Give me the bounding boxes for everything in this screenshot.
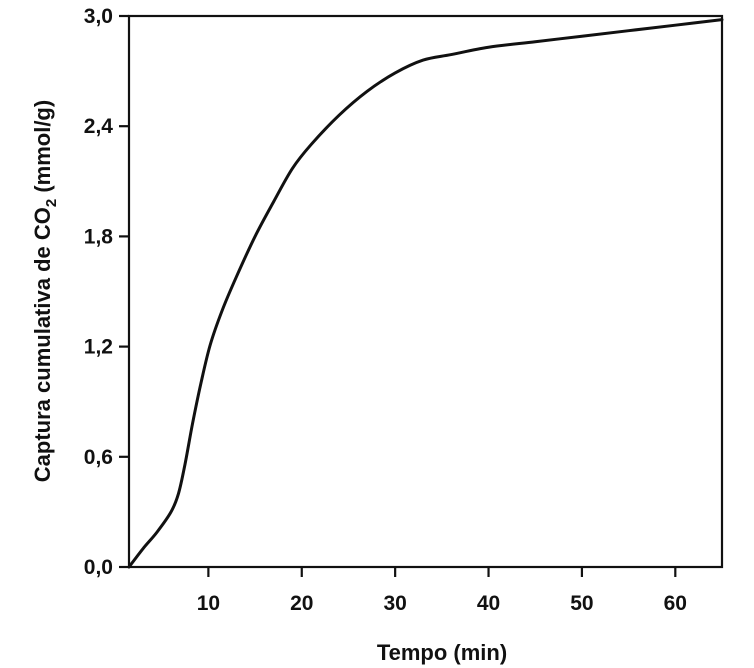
y-axis-title-prefix: Captura cumulativa de CO [30, 207, 55, 482]
x-axis-title: Tempo (min) [377, 640, 507, 665]
y-tick-label: 1,8 [84, 225, 114, 248]
x-tick-label: 20 [290, 592, 313, 615]
series-line-0 [127, 18, 724, 569]
y-tick-label: 1,2 [84, 336, 113, 359]
y-tick-label: 0,6 [84, 446, 113, 469]
y-tick-label: 0,0 [84, 556, 113, 579]
x-tick-label: 30 [383, 592, 406, 615]
y-tick-label: 3,0 [84, 5, 113, 28]
x-tick-label: 40 [477, 592, 500, 615]
y-tick-label: 2,4 [84, 115, 114, 138]
x-tick-label: 10 [197, 592, 220, 615]
x-axis: 10 20 30 40 50 60 [197, 567, 687, 615]
y-axis: 0,0 0,6 1,2 1,8 2,4 3,0 [84, 5, 129, 579]
y-axis-title-subscript: 2 [43, 199, 60, 207]
plot-frame [127, 14, 724, 569]
x-tick-label: 60 [664, 592, 687, 615]
y-axis-title: Captura cumulativa de CO2 (mmol/g) [30, 100, 60, 482]
x-tick-label: 50 [570, 592, 593, 615]
series-layer [127, 18, 724, 569]
y-axis-title-suffix: (mmol/g) [30, 100, 55, 199]
